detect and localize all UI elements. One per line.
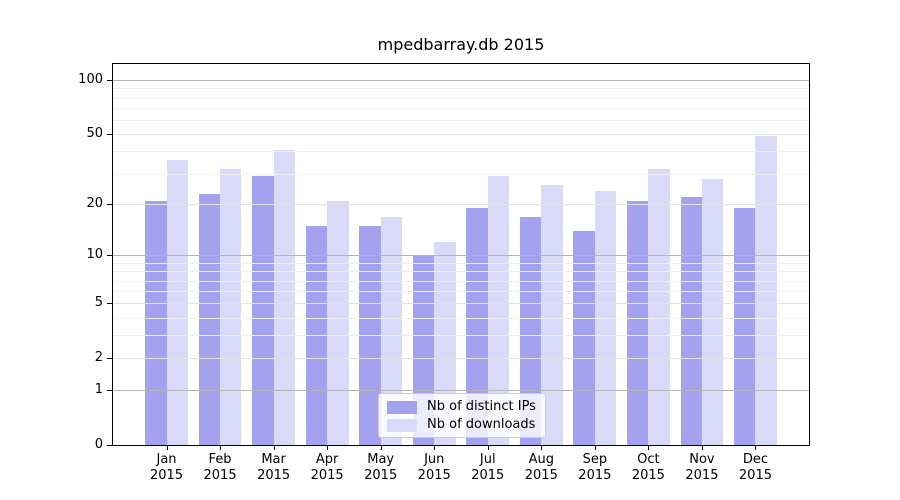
gridline-minor xyxy=(113,88,809,90)
x-axis-tick xyxy=(166,446,168,450)
x-axis-tick xyxy=(594,446,596,450)
x-axis-tick-label: Aug 2015 xyxy=(524,452,558,483)
gridline-minor xyxy=(113,151,809,153)
y-axis-tick-label: 20 xyxy=(86,196,103,212)
legend-label-distinct-ips: Nb of distinct IPs xyxy=(427,399,536,414)
gridline-major xyxy=(113,390,809,392)
x-axis-tick-label: Feb 2015 xyxy=(203,452,237,483)
y-axis-tick-label: 0 xyxy=(94,437,103,452)
gridline-major xyxy=(113,255,809,257)
y-axis-tick-label: 1 xyxy=(94,382,103,398)
y-axis-tick-label: 5 xyxy=(94,295,103,311)
plot-area: Nb of distinct IPs Nb of downloads xyxy=(112,63,810,446)
gridline xyxy=(113,204,809,206)
bar-distinct-ips xyxy=(198,193,221,445)
y-axis-tick-label: 100 xyxy=(78,72,103,88)
bar-downloads xyxy=(701,178,724,445)
x-axis-tick-label: Mar 2015 xyxy=(257,452,291,483)
legend-item-distinct-ips: Nb of distinct IPs xyxy=(379,398,545,416)
x-axis-tick xyxy=(487,446,489,450)
gridline-minor xyxy=(113,280,809,282)
bar-distinct-ips xyxy=(680,197,702,445)
x-axis-tick xyxy=(220,446,222,450)
bar-downloads xyxy=(220,168,242,445)
x-axis-tick xyxy=(434,446,436,450)
x-axis-tick-label: Oct 2015 xyxy=(631,452,665,483)
y-axis-tick xyxy=(107,303,112,305)
gridline-minor xyxy=(113,173,809,175)
bar-distinct-ips xyxy=(466,208,488,445)
legend: Nb of distinct IPs Nb of downloads xyxy=(378,393,546,438)
gridline-minor xyxy=(113,120,809,122)
legend-swatch-downloads xyxy=(387,418,417,432)
gridline-minor xyxy=(113,108,809,110)
y-axis-tick xyxy=(107,445,112,446)
y-axis-tick-label: 2 xyxy=(94,350,103,366)
x-axis-tick-label: Jan 2015 xyxy=(149,452,184,483)
bar-downloads xyxy=(166,159,188,445)
bar-downloads xyxy=(327,200,349,445)
x-axis-tick xyxy=(701,446,703,450)
gridline-minor xyxy=(113,271,809,273)
y-axis-tick xyxy=(107,255,112,257)
bar-distinct-ips xyxy=(573,230,595,445)
legend-label-downloads: Nb of downloads xyxy=(427,417,536,432)
x-axis-tick xyxy=(327,446,329,450)
y-axis-tick xyxy=(107,390,112,392)
bar-downloads xyxy=(380,216,403,445)
x-axis-tick xyxy=(648,446,650,450)
x-axis-tick-label: Apr 2015 xyxy=(310,452,344,483)
gridline-minor xyxy=(113,263,809,264)
gridline xyxy=(113,358,809,360)
gridline xyxy=(113,134,809,136)
x-axis-tick-label: May 2015 xyxy=(364,452,398,483)
x-axis-tick xyxy=(755,446,757,450)
x-axis-tick-label: Jun 2015 xyxy=(417,452,451,483)
bar-distinct-ips xyxy=(734,208,756,445)
gridline-minor xyxy=(113,317,809,319)
y-axis-tick xyxy=(107,134,112,136)
legend-swatch-distinct-ips xyxy=(387,400,417,414)
x-axis-tick-label: Sep 2015 xyxy=(578,452,612,483)
chart-title: mpedbarray.db 2015 xyxy=(377,35,545,54)
bar-downloads xyxy=(648,168,670,445)
x-axis-tick-label: Jul 2015 xyxy=(471,452,505,483)
gridline-minor xyxy=(113,291,809,293)
x-axis-tick xyxy=(380,446,382,450)
y-axis-tick-label: 50 xyxy=(86,126,103,142)
bar-downloads xyxy=(487,176,510,445)
bar-downloads xyxy=(755,135,777,445)
legend-item-downloads: Nb of downloads xyxy=(379,416,545,434)
y-axis-tick xyxy=(107,80,112,82)
bar-distinct-ips xyxy=(519,216,542,445)
x-axis-tick-label: Nov 2015 xyxy=(685,452,719,483)
bar-distinct-ips xyxy=(626,200,649,445)
bar-distinct-ips xyxy=(252,176,274,445)
gridline-minor xyxy=(113,97,809,99)
x-axis-tick-label: Dec 2015 xyxy=(738,452,772,483)
y-axis-tick xyxy=(107,358,112,360)
gridline-minor xyxy=(113,335,809,337)
y-axis-tick-label: 10 xyxy=(86,247,103,263)
gridline-major xyxy=(113,80,809,82)
x-axis-tick xyxy=(541,446,543,450)
bar-downloads xyxy=(541,184,563,445)
bar-downloads xyxy=(273,149,296,445)
y-axis-tick xyxy=(107,204,112,206)
x-axis-tick xyxy=(273,446,275,450)
bar-distinct-ips xyxy=(145,200,167,445)
gridline xyxy=(113,303,809,305)
